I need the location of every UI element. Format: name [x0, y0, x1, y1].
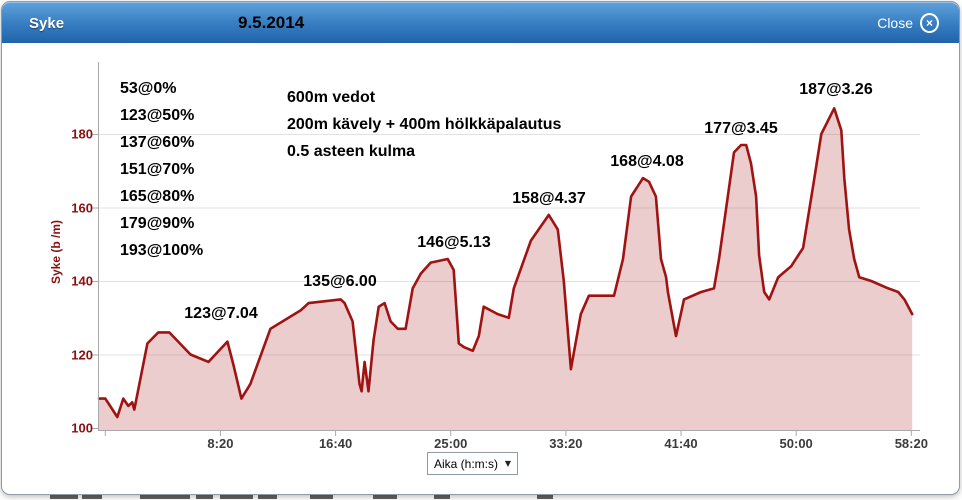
y-axis-tick-label: 100: [71, 420, 93, 436]
background-content-fragment: [537, 495, 553, 499]
dialog-header: Syke 9.5.2014 Close ×: [2, 2, 959, 43]
peak-annotation: 187@3.26: [799, 81, 873, 98]
hr-zone-label: 151@70%: [120, 161, 195, 178]
workout-description-line: 600m vedot: [287, 89, 376, 106]
background-content-fragment: [310, 495, 333, 499]
x-axis-tick-label: 25:00: [434, 436, 468, 451]
close-button[interactable]: Close ×: [877, 13, 939, 33]
peak-annotation: 168@4.08: [610, 153, 684, 170]
peak-annotation: 123@7.04: [184, 305, 258, 322]
x-axis-tick-label: 58:20: [894, 436, 928, 451]
close-icon: ×: [920, 13, 939, 33]
background-content-fragment: [50, 495, 78, 499]
background-content-fragment: [373, 495, 397, 499]
workout-description: 600m vedot 200m kävely + 400m hölkkäpalau…: [287, 84, 561, 165]
peak-annotation: 158@4.37: [512, 190, 586, 207]
background-content-fragment: [434, 495, 450, 499]
y-axis-tick-label: 140: [71, 273, 93, 289]
y-axis-tick-label: 120: [71, 347, 93, 362]
hr-zone-label: 123@50%: [120, 107, 195, 124]
x-axis-tick-label: 33:20: [549, 436, 583, 451]
hr-zone-label: 53@0%: [120, 80, 177, 97]
background-content-fragment: [220, 495, 253, 499]
workout-description-line: 0.5 asteen kulma: [287, 143, 416, 160]
dialog-title: Syke: [29, 15, 65, 32]
x-axis-tick-label: 41:40: [664, 436, 698, 451]
hr-zone-label: 137@60%: [120, 134, 195, 151]
background-content-fragment: [258, 495, 277, 499]
dialog-date: 9.5.2014: [238, 13, 305, 32]
x-axis-unit-value: Aika (h:m:s): [434, 456, 499, 471]
x-axis-tick-label: 50:00: [779, 436, 813, 451]
background-content-fragment: [196, 495, 213, 499]
peak-annotation: 146@5.13: [417, 234, 491, 251]
hr-zone-label: 193@100%: [120, 242, 204, 259]
x-axis-unit-dropdown[interactable]: Aika (h:m:s) ▼: [427, 452, 518, 475]
peak-annotation: 177@3.45: [704, 120, 778, 137]
workout-description-line: 200m kävely + 400m hölkkäpalautus: [287, 116, 562, 133]
y-axis-tick-label: 160: [71, 200, 93, 215]
x-axis-tick-label: 8:20: [207, 436, 234, 451]
hr-zone-label: 165@80%: [120, 188, 195, 205]
background-content-fragment: [82, 495, 102, 499]
chevron-down-icon: ▼: [504, 459, 512, 468]
peak-annotation: 135@6.00: [303, 273, 377, 290]
hr-zone-label: 179@90%: [120, 215, 195, 232]
hr-zone-legend: 53@0% 123@50% 137@60% 151@70% 165@80% 179@90%…: [120, 75, 203, 264]
x-axis-tick-label: 16:40: [318, 436, 353, 451]
y-axis-tick-label: 180: [71, 126, 93, 142]
close-button-label: Close: [877, 15, 913, 31]
background-content-fragment: [140, 495, 190, 499]
